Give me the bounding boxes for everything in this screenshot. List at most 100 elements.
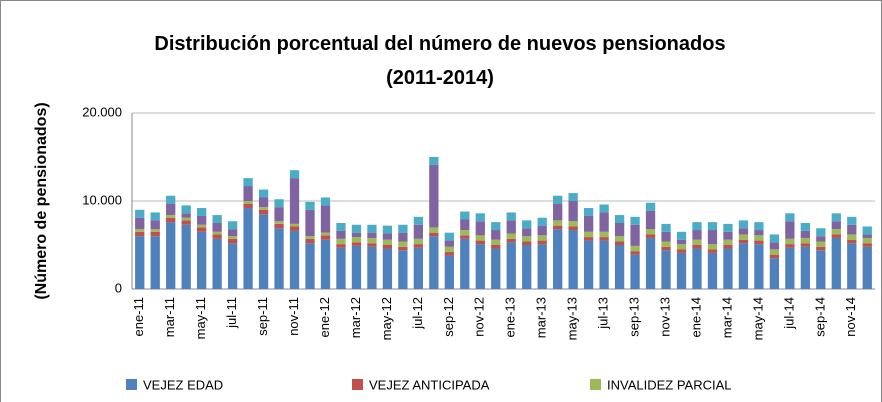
x-tick-label: jul-11	[224, 297, 239, 329]
bar-segment	[429, 227, 439, 233]
bar-segment	[413, 216, 424, 225]
bar-segment	[692, 239, 702, 245]
bar-segment	[707, 222, 718, 231]
bar-segment	[831, 221, 841, 230]
bar-segment	[769, 249, 780, 255]
bar-segment	[645, 202, 656, 211]
bar-segment	[491, 222, 501, 231]
bar-segment	[862, 237, 872, 244]
bar-segment	[583, 240, 594, 289]
bar-segment	[553, 195, 563, 204]
legend-label: INVALIDEZ PARCIAL	[607, 377, 732, 392]
bar-segment	[166, 195, 176, 204]
bar-segment	[692, 248, 702, 289]
bar-segment	[258, 189, 269, 198]
bar-segment	[460, 219, 470, 231]
bar-segment	[212, 238, 222, 289]
bar-segment	[258, 209, 269, 215]
bar-segment	[491, 248, 501, 289]
bar-segment	[676, 239, 687, 245]
bar-segment	[413, 224, 424, 239]
bar-segment	[398, 241, 408, 247]
bar-segment	[429, 164, 439, 228]
bar-segment	[661, 250, 671, 289]
x-tick-label: nov-13	[657, 297, 672, 337]
bar-segment	[274, 228, 284, 289]
bar-segment	[630, 251, 640, 255]
bar-segment	[398, 232, 408, 242]
bar-segment	[738, 228, 749, 235]
bar-segment	[135, 236, 145, 289]
bar-segment	[738, 239, 749, 244]
bar-segment	[243, 186, 253, 201]
bar-segment	[491, 239, 501, 245]
bar-segment	[475, 221, 485, 236]
bar-segment	[135, 231, 145, 237]
bar-segment	[754, 235, 764, 241]
bar-segment	[754, 240, 764, 245]
bar-segment	[723, 223, 733, 232]
bar-segment	[135, 229, 145, 232]
bar-segment	[413, 244, 424, 248]
bar-segment	[630, 254, 640, 289]
bar-segment	[398, 224, 408, 233]
bar-segment	[738, 234, 749, 240]
x-tick-label: may-13	[565, 297, 580, 340]
bar-segment	[181, 213, 191, 218]
bar-segment	[305, 209, 315, 237]
x-tick-label: sep-13	[627, 297, 642, 337]
legend-swatch	[352, 379, 363, 390]
bar-segment	[382, 239, 393, 245]
bar-segment	[816, 246, 826, 251]
bar-segment	[537, 244, 547, 289]
x-tick-label: ene-14	[688, 297, 703, 337]
bar-segment	[243, 203, 253, 209]
legend-swatch	[126, 379, 137, 390]
bar-segment	[382, 248, 393, 289]
x-tick-label: jul-14	[781, 297, 796, 330]
bar-segment	[522, 236, 532, 242]
bar-segment	[614, 223, 625, 237]
bar-segment	[847, 243, 857, 289]
bar-segment	[212, 234, 222, 239]
bar-segment	[351, 224, 362, 233]
bar-segment	[785, 221, 795, 239]
x-tick-label: nov-14	[843, 297, 858, 337]
bar-segment	[537, 240, 547, 245]
bar-segment	[289, 223, 300, 227]
bar-segment	[243, 201, 253, 204]
bar-segment	[320, 239, 331, 289]
bar-segment	[800, 243, 810, 247]
bar-segment	[661, 241, 671, 247]
bar-segment	[630, 224, 640, 246]
bar-segment	[816, 241, 826, 247]
bar-segment	[336, 230, 346, 239]
bar-segment	[568, 230, 578, 289]
bar-segment	[831, 237, 841, 289]
x-tick-label: sep-12	[441, 297, 456, 337]
bar-segment	[676, 249, 687, 253]
bar-segment	[150, 229, 160, 232]
bar-segment	[599, 240, 609, 289]
bar-segment	[583, 208, 594, 216]
bar-segment	[289, 230, 300, 289]
bar-segment	[553, 229, 563, 289]
bar-segment	[382, 233, 393, 240]
x-tick-label: mar-14	[719, 297, 734, 338]
bar-segment	[800, 237, 810, 244]
bar-segment	[661, 246, 671, 251]
bar-segment	[398, 246, 408, 251]
bar-segment	[166, 222, 176, 289]
bar-segment	[785, 213, 795, 222]
bar-segment	[506, 238, 516, 243]
bar-segment	[661, 223, 671, 232]
bar-segment	[274, 199, 284, 208]
chart-title: (2011-2014)	[386, 67, 494, 89]
x-tick-label: may-11	[193, 297, 208, 339]
y-tick-label: 20.000	[82, 104, 122, 119]
bar-segment	[769, 234, 780, 243]
bar-segment	[181, 220, 191, 225]
bar-segment	[754, 244, 764, 289]
bar-segment	[181, 224, 191, 289]
